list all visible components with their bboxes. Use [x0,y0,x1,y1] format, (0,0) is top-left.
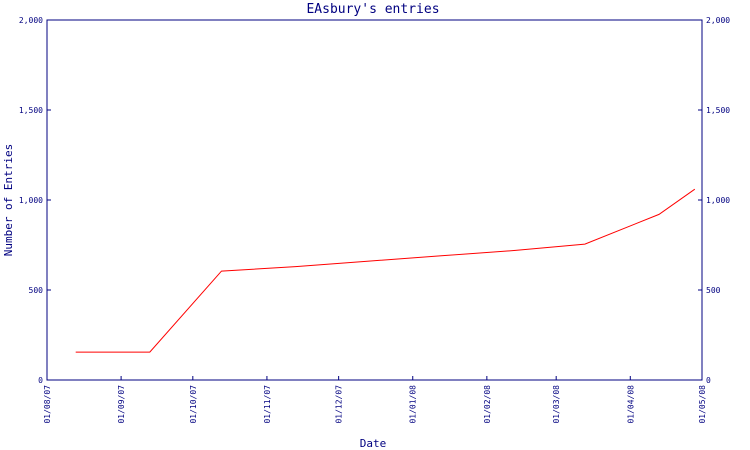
y-tick-label-right: 1,500 [706,106,730,115]
x-tick-label: 01/10/07 [189,385,198,424]
series-layer [75,188,696,353]
y-axis-left: 0 500 1,000 1,500 2,000 [19,16,51,385]
x-tick-label: 01/05/08 [698,385,707,424]
y-tick-label-left: 500 [29,286,44,295]
y-axis-right: 0 500 1,000 1,500 2,000 [698,16,730,385]
y-tick-label-left: 0 [38,376,43,385]
y-axis-label: Number of Entries [2,144,15,257]
x-tick-label: 01/04/08 [626,385,635,424]
y-tick-label-right: 1,000 [706,196,730,205]
x-tick-label: 01/03/08 [552,385,561,424]
x-axis-label: Date [360,437,387,450]
y-tick-label-left: 1,500 [19,106,43,115]
y-tick-label-right: 500 [706,286,721,295]
x-tick-label: 01/12/07 [335,385,344,424]
x-tick-label: 01/09/07 [117,385,126,424]
x-tick-label: 01/08/07 [43,385,52,424]
y-tick-label-left: 2,000 [19,16,43,25]
x-tick-label: 01/11/07 [263,385,272,424]
y-tick-label-right: 2,000 [706,16,730,25]
y-tick-label-right: 0 [706,376,711,385]
chart-title: EAsbury's entries [306,2,439,17]
plot-frame [46,19,703,381]
x-tick-label: 01/02/08 [483,385,492,424]
x-axis: 01/08/07 01/09/07 01/10/07 01/11/07 01/12/07… [43,376,707,424]
plot-area-border [46,19,703,381]
x-tick-label: 01/01/08 [409,385,418,424]
series-line [75,188,696,353]
y-tick-label-left: 1,000 [19,196,43,205]
